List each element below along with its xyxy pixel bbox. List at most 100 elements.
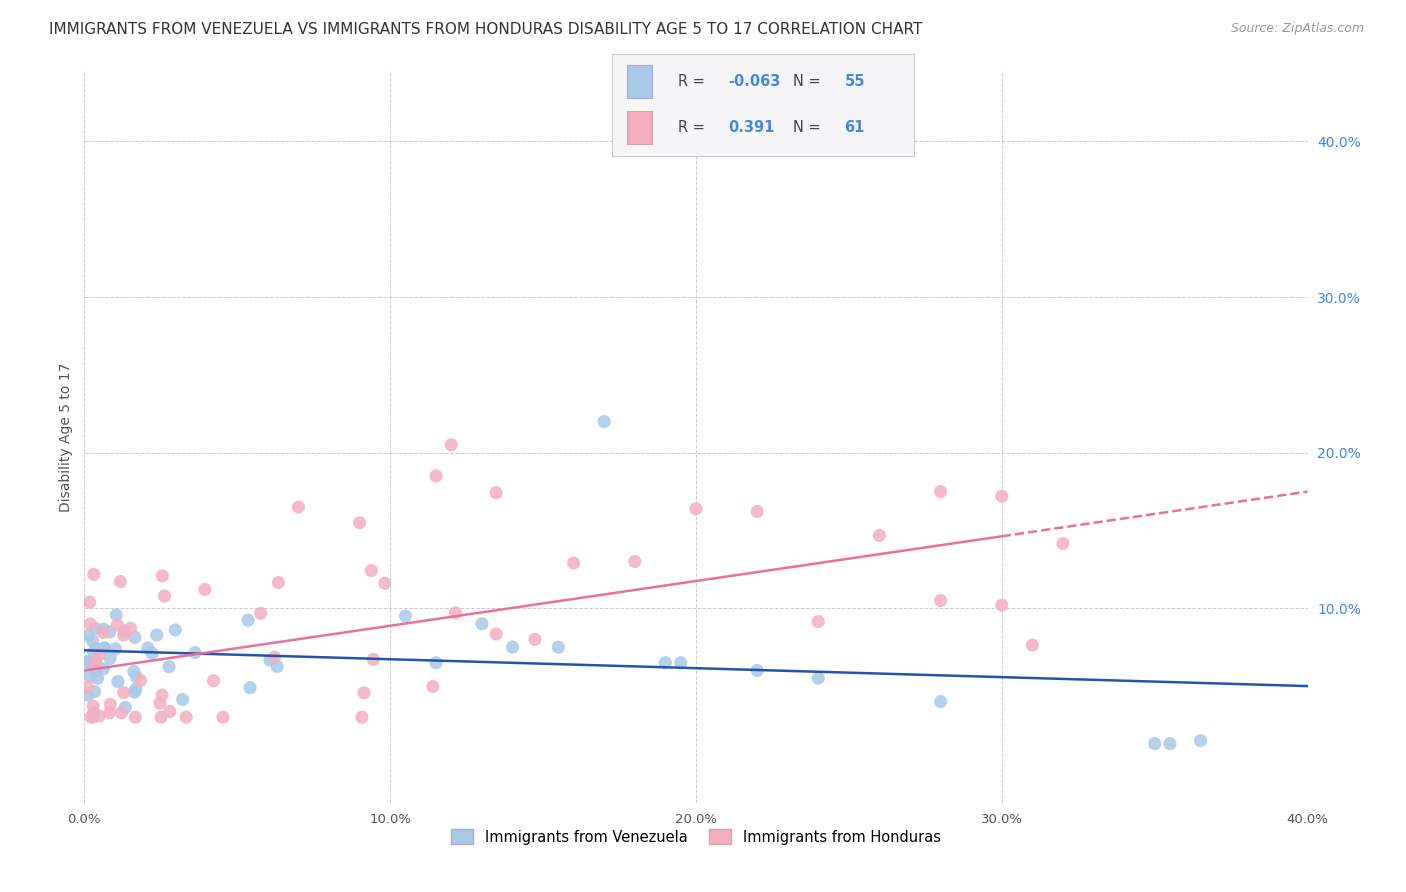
Point: [122, 665, 145, 679]
Point: [593, 415, 616, 429]
Point: [929, 695, 952, 709]
Point: [76, 654, 98, 668]
Point: [120, 621, 142, 635]
Point: [84, 664, 107, 678]
Point: [87, 709, 110, 723]
Point: [112, 685, 135, 699]
Point: [685, 501, 707, 516]
Point: [394, 609, 416, 624]
Point: [350, 710, 373, 724]
Text: 55: 55: [845, 74, 865, 88]
Point: [98, 706, 121, 720]
Text: Source: ZipAtlas.com: Source: ZipAtlas.com: [1230, 22, 1364, 36]
Point: [165, 623, 187, 637]
Point: [149, 696, 172, 710]
Point: [84, 622, 107, 636]
Point: [249, 606, 271, 620]
Point: [93, 622, 115, 636]
Point: [374, 576, 396, 591]
Point: [110, 706, 132, 720]
Point: [77, 628, 100, 642]
Point: [86, 641, 108, 656]
Point: [107, 674, 129, 689]
Point: [212, 710, 235, 724]
Bar: [627, 111, 652, 144]
Point: [440, 438, 463, 452]
Text: 0.391: 0.391: [728, 120, 775, 135]
Point: [91, 625, 114, 640]
Point: [83, 567, 105, 582]
Point: [84, 655, 107, 669]
Point: [105, 618, 128, 632]
Point: [80, 710, 103, 724]
Point: [76, 688, 98, 702]
Text: IMMIGRANTS FROM VENEZUELA VS IMMIGRANTS FROM HONDURAS DISABILITY AGE 5 TO 17 COR: IMMIGRANTS FROM VENEZUELA VS IMMIGRANTS …: [49, 22, 922, 37]
Text: -0.063: -0.063: [728, 74, 780, 88]
Point: [353, 686, 375, 700]
Point: [266, 659, 288, 673]
Point: [502, 640, 524, 655]
Point: [86, 671, 108, 685]
Point: [363, 652, 385, 666]
Point: [82, 699, 104, 714]
Point: [471, 616, 494, 631]
Point: [1052, 536, 1074, 550]
Point: [194, 582, 217, 597]
Text: R =: R =: [678, 74, 710, 88]
Point: [79, 595, 101, 609]
Point: [747, 504, 769, 518]
Point: [239, 681, 262, 695]
Point: [136, 640, 159, 655]
Point: [84, 657, 107, 671]
Point: [1189, 733, 1212, 747]
Point: [422, 680, 444, 694]
Point: [485, 485, 508, 500]
Point: [150, 688, 173, 702]
Point: [1021, 638, 1043, 652]
Point: [82, 634, 104, 648]
Point: [124, 631, 146, 645]
Text: N =: N =: [793, 120, 825, 135]
Point: [159, 705, 181, 719]
Point: [669, 656, 692, 670]
Point: [444, 606, 467, 620]
Point: [654, 656, 676, 670]
Point: [259, 653, 281, 667]
Point: [929, 593, 952, 607]
Point: [267, 575, 290, 590]
Point: [110, 574, 132, 589]
Point: [114, 700, 136, 714]
Point: [76, 680, 98, 694]
Point: [82, 710, 104, 724]
Point: [236, 613, 259, 627]
Point: [141, 646, 163, 660]
Text: N =: N =: [793, 74, 825, 88]
Point: [83, 706, 105, 720]
Point: [112, 624, 135, 638]
Point: [153, 589, 176, 603]
Point: [747, 664, 769, 678]
Point: [609, 135, 631, 149]
Text: 61: 61: [845, 120, 865, 135]
Point: [523, 632, 546, 647]
Point: [89, 648, 111, 662]
Point: [112, 628, 135, 642]
Point: [125, 670, 148, 684]
Bar: [627, 65, 652, 97]
Point: [349, 516, 371, 530]
Point: [98, 698, 121, 712]
Point: [425, 469, 447, 483]
Point: [79, 617, 101, 632]
Point: [287, 500, 309, 515]
Point: [124, 685, 146, 699]
Point: [149, 710, 172, 724]
Point: [146, 628, 169, 642]
Point: [991, 598, 1014, 612]
Point: [152, 569, 174, 583]
Point: [184, 646, 207, 660]
Point: [104, 642, 127, 657]
Point: [1143, 737, 1166, 751]
Point: [425, 656, 447, 670]
Point: [807, 615, 830, 629]
Point: [624, 554, 647, 568]
